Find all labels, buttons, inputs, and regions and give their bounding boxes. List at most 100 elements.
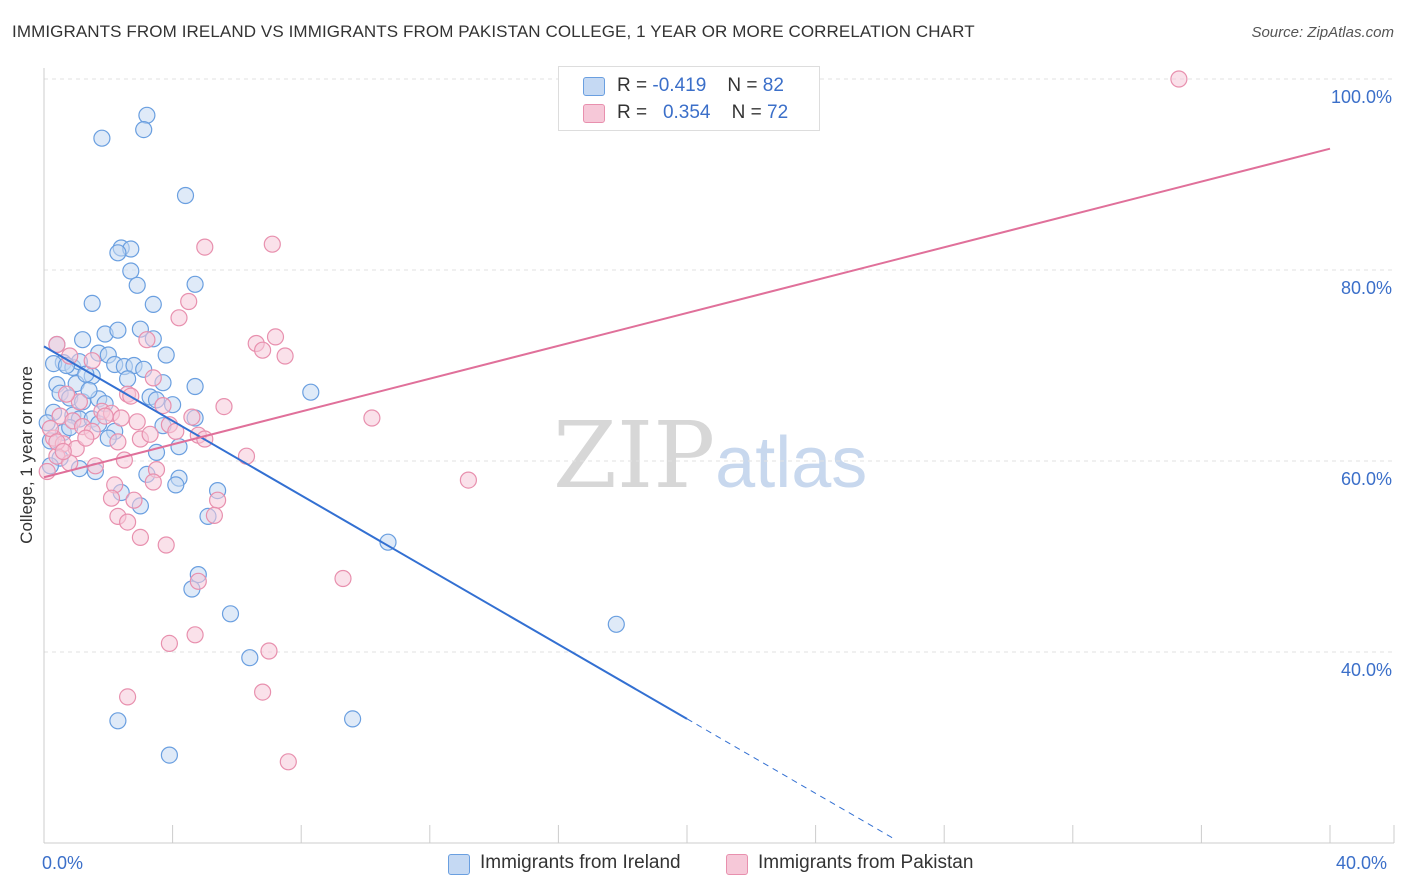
data-point [183, 408, 201, 426]
data-point [157, 536, 175, 554]
data-point [77, 429, 95, 447]
data-point [254, 341, 272, 359]
data-point [57, 385, 76, 403]
legend-swatch-ireland [583, 77, 605, 96]
data-point [221, 605, 240, 623]
data-point [144, 369, 162, 387]
data-point [189, 572, 207, 590]
data-point [260, 642, 278, 660]
data-point [128, 276, 146, 294]
data-point [276, 347, 294, 365]
data-point [167, 476, 185, 494]
watermark-atlas: atlas [715, 423, 868, 503]
data-point [160, 746, 178, 764]
legend-swatch-ireland [448, 854, 470, 875]
data-point [344, 710, 362, 728]
legend-label-ireland: Immigrants from Ireland [480, 852, 681, 873]
data-point [138, 331, 156, 349]
n-label: N = [731, 102, 762, 123]
data-point [279, 753, 297, 771]
data-point [186, 377, 204, 396]
data-point [125, 491, 143, 509]
n-value-ireland: 82 [762, 75, 784, 96]
trend-line-ireland-extension [686, 718, 897, 841]
legend-swatch-pakistan [583, 104, 605, 123]
legend-label-pakistan: Immigrants from Pakistan [758, 852, 974, 873]
data-point [112, 409, 130, 427]
data-point [607, 615, 625, 633]
chart-source: Source: ZipAtlas.com [1251, 24, 1394, 41]
y-tick-label: 40.0% [1340, 660, 1392, 680]
data-point [118, 513, 137, 531]
data-point [302, 383, 320, 401]
data-point [144, 295, 162, 313]
gridlines [44, 78, 1394, 653]
data-point [73, 331, 92, 349]
series-ireland-points [38, 106, 625, 764]
data-point [128, 413, 146, 431]
data-point [102, 489, 121, 507]
axes [43, 68, 1395, 844]
r-label: R = [617, 102, 648, 123]
data-point [144, 473, 162, 491]
x-tick-label-min: 0.0% [42, 853, 84, 873]
data-point [266, 328, 285, 346]
data-point [186, 275, 204, 293]
data-point [135, 121, 153, 139]
chart-title: IMMIGRANTS FROM IRELAND VS IMMIGRANTS FR… [12, 22, 975, 41]
data-point [141, 425, 159, 443]
data-point [254, 683, 272, 701]
data-point [196, 238, 214, 256]
data-point [1170, 70, 1188, 88]
data-point [109, 321, 127, 339]
data-point [334, 569, 352, 588]
series-pakistan-points [38, 70, 1188, 771]
data-point [83, 294, 101, 312]
data-point [205, 506, 223, 525]
data-point [154, 397, 172, 415]
y-tick-label: 100.0% [1330, 87, 1392, 107]
y-tick-label: 60.0% [1340, 469, 1392, 489]
trend-lines [43, 147, 1331, 841]
data-point [96, 407, 114, 425]
data-point [48, 335, 66, 354]
data-point [109, 433, 127, 451]
trend-line-ireland [43, 345, 688, 720]
n-label: N = [727, 75, 758, 96]
data-point [176, 186, 195, 205]
data-point [160, 634, 178, 653]
data-point [459, 471, 477, 489]
data-point [263, 235, 281, 253]
data-point [241, 649, 259, 667]
r-value-pakistan: 0.354 [662, 102, 711, 123]
n-value-pakistan: 72 [767, 102, 789, 123]
data-point [118, 688, 137, 706]
trend-line-pakistan [43, 147, 1331, 479]
data-point [109, 244, 127, 262]
data-point [131, 528, 149, 547]
correlation-legend: R = -0.419 N = 82 R = 0.354 N = 72 [558, 66, 820, 131]
data-point [109, 712, 127, 730]
data-point [209, 491, 227, 509]
data-point [170, 309, 188, 327]
watermark: ZIPatlas [553, 402, 867, 509]
data-point [122, 262, 140, 280]
data-point [83, 352, 101, 370]
data-point [70, 393, 89, 411]
data-point [180, 292, 198, 311]
data-point [237, 447, 256, 465]
data-point [379, 533, 397, 551]
data-point [157, 346, 175, 364]
y-tick-label: 80.0% [1340, 278, 1392, 298]
data-point [363, 409, 381, 427]
r-label: R = [617, 75, 648, 96]
data-point [186, 626, 204, 644]
data-point [80, 381, 98, 399]
data-point [118, 370, 137, 388]
legend-swatch-pakistan [726, 854, 748, 875]
data-point [138, 106, 156, 124]
data-point [93, 129, 111, 147]
data-point [215, 398, 233, 416]
r-value-ireland: -0.419 [652, 75, 707, 96]
